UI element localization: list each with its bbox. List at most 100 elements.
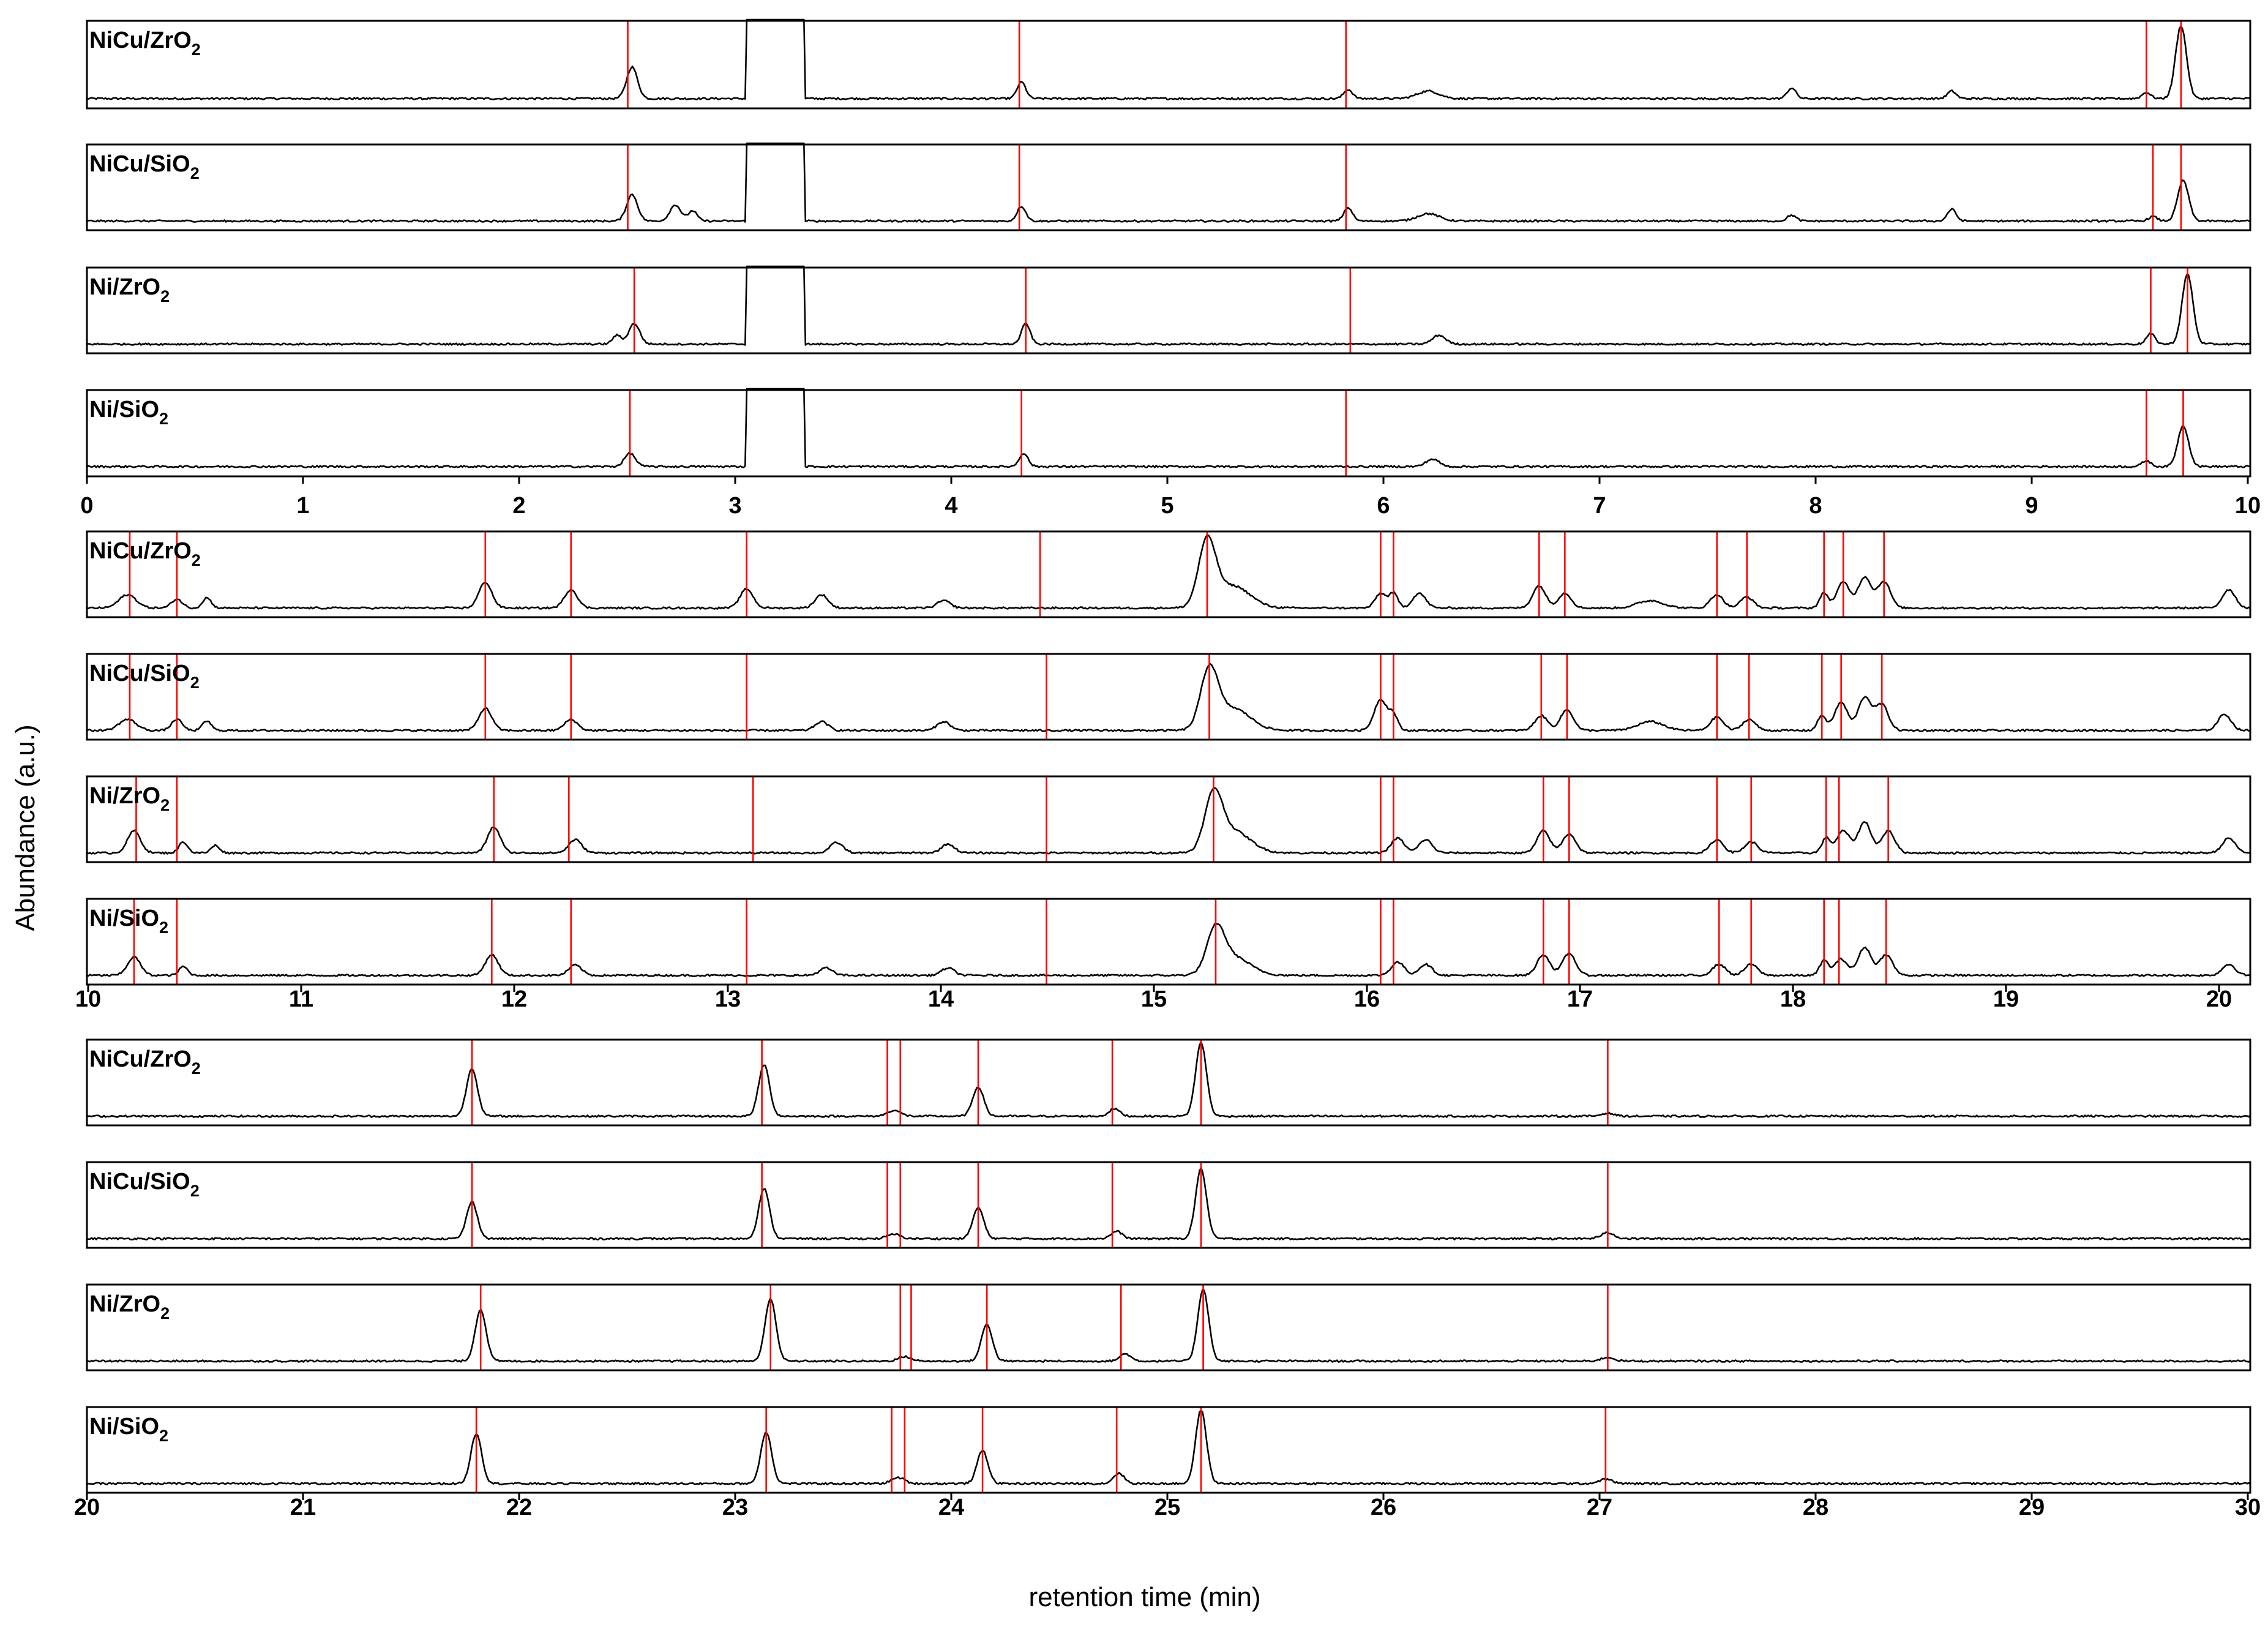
panel-nicu-sio2: NiCu/SiO2: [86, 653, 2251, 741]
panel-nicu-zro2: NiCu/ZrO2: [86, 18, 2251, 110]
x-tick-label: 4: [945, 493, 957, 519]
panel-label: NiCu/SiO2: [89, 661, 200, 692]
panel-label-subscript: 2: [160, 287, 170, 306]
x-tick-label: 17: [1567, 986, 1593, 1012]
chromatogram-trace: [86, 1041, 2251, 1118]
chromatogram-trace: [86, 922, 2251, 977]
x-tick-label: 13: [715, 986, 741, 1012]
panel-nicu-sio2: NiCu/SiO2: [86, 1161, 2251, 1249]
panel-ni-zro2: Ni/ZrO2: [86, 265, 2251, 355]
x-tick-label: 16: [1354, 986, 1380, 1012]
panel-label-base: NiCu/ZrO: [89, 538, 192, 564]
panel-frame: [86, 898, 2251, 986]
chromatogram-trace: [86, 1288, 2251, 1363]
panel-label-base: Ni/SiO: [89, 397, 159, 422]
x-tick-label: 22: [506, 1495, 532, 1520]
x-tick-label: 23: [722, 1495, 748, 1520]
x-tick-label: 30: [2235, 1495, 2261, 1520]
panel-label-subscript: 2: [192, 551, 201, 569]
panel-frame: [86, 653, 2251, 741]
panel-label-base: NiCu/SiO: [89, 151, 190, 177]
y-axis-title: Abundance (a.u.): [10, 724, 40, 931]
x-tick-label: 7: [1593, 493, 1606, 519]
x-tick-label: 15: [1141, 986, 1167, 1012]
panel-nicu-zro2: NiCu/ZrO2: [86, 530, 2251, 618]
panel-label-base: NiCu/SiO: [89, 661, 190, 686]
panel-label: Ni/SiO2: [89, 397, 168, 428]
x-tick-label: 10: [75, 986, 101, 1012]
panel-frame: [86, 20, 2251, 110]
x-axis-segment-3: 20 21 22 23 24 25 26 27 28 29 30: [74, 1493, 2261, 1520]
x-tick-label: 21: [290, 1495, 316, 1520]
panel-label-subscript: 2: [160, 1304, 170, 1323]
panel-frame: [86, 1161, 2251, 1249]
panel-label: Ni/ZrO2: [89, 1291, 170, 1323]
panel-label: NiCu/ZrO2: [89, 1046, 201, 1078]
panel-label: NiCu/SiO2: [89, 151, 200, 182]
panel-frame: [86, 1283, 2251, 1372]
panel-nicu-sio2: NiCu/SiO2: [86, 142, 2251, 231]
x-tick-label: 27: [1587, 1495, 1612, 1520]
x-tick-label: 5: [1161, 493, 1173, 519]
panel-frame: [86, 143, 2251, 231]
panel-label-subscript: 2: [190, 674, 200, 692]
panel-label-base: Ni/ZrO: [89, 783, 160, 809]
panel-frame: [86, 775, 2251, 863]
panel-label-base: Ni/ZrO: [89, 1291, 160, 1317]
x-tick-label: 20: [2206, 986, 2232, 1012]
panel-label-subscript: 2: [160, 796, 170, 814]
x-tick-label: 9: [2025, 493, 2038, 519]
x-axis-segment-2: 10 11 12 13 14 15 16 17 18 19 20: [75, 985, 2232, 1012]
panel-nicu-zro2: NiCu/ZrO2: [86, 1038, 2251, 1127]
x-tick-label: 28: [1803, 1495, 1828, 1520]
panel-label-base: Ni/SiO: [89, 906, 159, 931]
panel-frame: [86, 1406, 2251, 1494]
x-tick-label: 12: [501, 986, 527, 1012]
panel-label-base: Ni/ZrO: [89, 274, 160, 300]
chromatogram-trace: [86, 534, 2251, 610]
chromatogram-trace: [86, 663, 2251, 732]
panel-label-base: NiCu/ZrO: [89, 1046, 192, 1072]
panel-label: Ni/SiO2: [89, 1414, 168, 1445]
panel-frame: [86, 1038, 2251, 1127]
panel-ni-sio2: Ni/SiO2: [86, 898, 2251, 986]
panel-frame: [86, 530, 2251, 618]
x-tick-label: 14: [928, 986, 954, 1012]
x-tick-label: 8: [1809, 493, 1822, 519]
panel-label-base: NiCu/SiO: [89, 1169, 190, 1195]
panel-label-subscript: 2: [190, 164, 200, 182]
chromatogram-trace: [86, 142, 2251, 223]
x-tick-label: 0: [80, 493, 93, 519]
x-tick-label: 11: [289, 986, 313, 1012]
x-axis-segment-1: 0 1 2 3 4 5 6 7 8 9 10: [80, 476, 2261, 519]
panel-label-base: NiCu/ZrO: [89, 28, 192, 53]
chromatogram-trace: [86, 787, 2251, 855]
panel-ni-sio2: Ni/SiO2: [86, 388, 2251, 478]
x-tick-label: 10: [2235, 493, 2261, 519]
panel-label-subscript: 2: [159, 918, 168, 937]
panel-label: Ni/ZrO2: [89, 783, 170, 814]
panel-ni-zro2: Ni/ZrO2: [86, 775, 2251, 863]
panel-label-subscript: 2: [190, 1182, 200, 1200]
panel-ni-zro2: Ni/ZrO2: [86, 1283, 2251, 1372]
x-tick-label: 29: [2019, 1495, 2045, 1520]
panel-frame: [86, 389, 2251, 478]
x-tick-label: 20: [74, 1495, 100, 1520]
x-tick-label: 3: [728, 493, 741, 519]
panel-label: Ni/ZrO2: [89, 274, 170, 306]
chromatogram-trace: [86, 1167, 2251, 1240]
x-tick-label: 19: [1993, 986, 2019, 1012]
chromatogram-trace: [86, 265, 2251, 346]
chromatogram-trace: [86, 388, 2251, 468]
panel-label-subscript: 2: [159, 410, 168, 428]
panel-label: NiCu/SiO2: [89, 1169, 200, 1200]
x-axis-title: retention time (min): [1028, 1582, 1260, 1612]
x-tick-label: 1: [296, 493, 309, 519]
x-tick-label: 24: [938, 1495, 964, 1520]
x-tick-label: 6: [1377, 493, 1390, 519]
